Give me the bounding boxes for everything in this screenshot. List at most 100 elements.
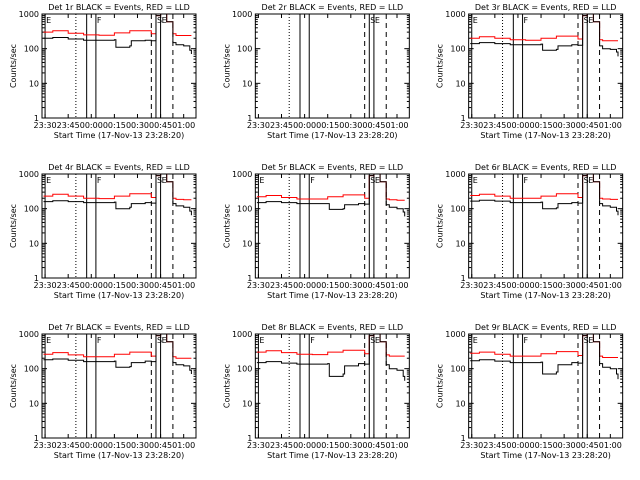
x-axis-label: Start Time (17-Nov-13 23:28:20) [54, 291, 184, 300]
y-tick-label: 10 [29, 239, 39, 248]
x-tick-label: 00:45 [362, 281, 385, 290]
x-tick-label: 23:45 [57, 121, 80, 130]
plot-frame [254, 13, 410, 119]
y-tick-label: 1000 [232, 170, 252, 179]
events-series-line [470, 13, 619, 57]
y-tick-label: 100 [24, 45, 39, 54]
x-tick-label: 00:15 [103, 121, 126, 130]
x-tick-label: 00:00 [506, 281, 529, 290]
time-marker-label: E [162, 16, 167, 25]
y-axis-label: Counts/sec [436, 364, 445, 408]
events-series-line [256, 173, 406, 217]
y-tick-label: 100 [450, 205, 465, 214]
x-tick-label: 00:45 [149, 441, 172, 450]
x-tick-label: 23:30 [460, 281, 483, 290]
detector-panel: Det 3r BLACK = Events, RED = LLD 1 10 100 10… [436, 3, 624, 140]
x-tick-label: 00:45 [576, 441, 599, 450]
events-series-line [470, 173, 619, 216]
detector-panel: Det 5r BLACK = Events, RED = LLD 1 10 100 10… [222, 163, 410, 300]
y-tick-label: 1 [247, 434, 252, 443]
x-tick-label: 00:00 [506, 121, 529, 130]
time-marker-label: F [310, 336, 315, 345]
y-axis-label: Counts/sec [222, 364, 231, 408]
y-tick-label: 100 [24, 365, 39, 374]
x-axis-label: Start Time (17-Nov-13 23:28:20) [480, 451, 610, 460]
x-tick-label: 01:00 [599, 441, 622, 450]
plot-frame [468, 173, 624, 279]
plot-frame [41, 173, 197, 279]
panel-title: Det 7r BLACK = Events, RED = LLD [48, 323, 190, 332]
panel-title: Det 2r BLACK = Events, RED = LLD [262, 3, 404, 12]
y-axis-label: Counts/sec [9, 364, 18, 408]
lld-series-line [256, 333, 405, 357]
plot-frame [468, 13, 624, 119]
time-marker-label: E [259, 336, 264, 345]
x-tick-label: 01:00 [385, 281, 408, 290]
x-tick-label: 00:15 [103, 281, 126, 290]
x-tick-label: 01:00 [385, 441, 408, 450]
y-tick-label: 1 [461, 274, 466, 283]
lld-series-line [470, 173, 618, 200]
x-tick-label: 00:30 [339, 441, 362, 450]
x-tick-label: 23:30 [34, 441, 57, 450]
y-tick-label: 100 [450, 365, 465, 374]
x-tick-label: 00:00 [293, 281, 316, 290]
time-marker-label: F [524, 16, 529, 25]
y-tick-label: 10 [242, 79, 252, 88]
y-axis-label: Counts/sec [436, 204, 445, 248]
x-tick-label: 23:45 [270, 441, 293, 450]
x-tick-label: 01:00 [599, 281, 622, 290]
time-marker-label: E [588, 176, 593, 185]
y-tick-label: 1 [34, 274, 39, 283]
x-axis-label: Start Time (17-Nov-13 23:28:20) [54, 131, 184, 140]
x-axis-label: Start Time (17-Nov-13 23:28:20) [54, 451, 184, 460]
x-tick-label: 00:15 [103, 441, 126, 450]
x-tick-label: 00:15 [530, 121, 553, 130]
y-tick-label: 100 [24, 205, 39, 214]
y-tick-label: 1000 [19, 10, 39, 19]
x-tick-label: 00:30 [339, 281, 362, 290]
panel-title: Det 3r BLACK = Events, RED = LLD [475, 3, 617, 12]
y-tick-label: 10 [455, 399, 465, 408]
time-marker-label: E [46, 16, 51, 25]
x-tick-label: 00:45 [149, 281, 172, 290]
time-marker-label: S [584, 336, 589, 345]
x-tick-label: 00:30 [126, 281, 149, 290]
detector-panel: Det 8r BLACK = Events, RED = LLD 1 10 100 10… [222, 323, 410, 460]
plot-frame [41, 13, 197, 119]
time-marker-label: F [97, 176, 102, 185]
time-marker-label: S [157, 336, 162, 345]
time-marker-label: E [162, 336, 167, 345]
time-marker-label: E [162, 176, 167, 185]
y-tick-label: 1 [461, 114, 466, 123]
time-marker-label: E [473, 176, 478, 185]
time-marker-label: S [157, 176, 162, 185]
y-tick-label: 1000 [19, 330, 39, 339]
time-marker-label: E [46, 176, 51, 185]
lld-series-line [256, 173, 405, 201]
plot-frame [41, 333, 197, 439]
x-axis-label: Start Time (17-Nov-13 23:28:20) [480, 131, 610, 140]
plot-frame [254, 173, 410, 279]
time-marker-label: S [584, 176, 589, 185]
events-series-line [43, 13, 192, 54]
y-axis-label: Counts/sec [9, 44, 18, 88]
plot-frame [254, 333, 410, 439]
x-axis-label: Start Time (17-Nov-13 23:28:20) [267, 451, 397, 460]
time-marker-label: F [97, 16, 102, 25]
x-tick-label: 00:45 [576, 121, 599, 130]
y-tick-label: 10 [29, 399, 39, 408]
x-tick-label: 00:00 [293, 441, 316, 450]
detector-panel: Det 4r BLACK = Events, RED = LLD 1 10 100 10… [9, 163, 197, 300]
plot-frame [468, 333, 624, 439]
events-series-line [470, 333, 619, 380]
time-marker-label: E [588, 16, 593, 25]
x-tick-label: 00:15 [316, 281, 339, 290]
y-tick-label: 1000 [445, 330, 465, 339]
x-tick-label: 00:45 [576, 281, 599, 290]
y-tick-label: 100 [237, 365, 252, 374]
y-tick-label: 100 [237, 45, 252, 54]
y-tick-label: 100 [450, 45, 465, 54]
x-tick-label: 00:00 [293, 121, 316, 130]
panel-title: Det 1r BLACK = Events, RED = LLD [48, 3, 190, 12]
